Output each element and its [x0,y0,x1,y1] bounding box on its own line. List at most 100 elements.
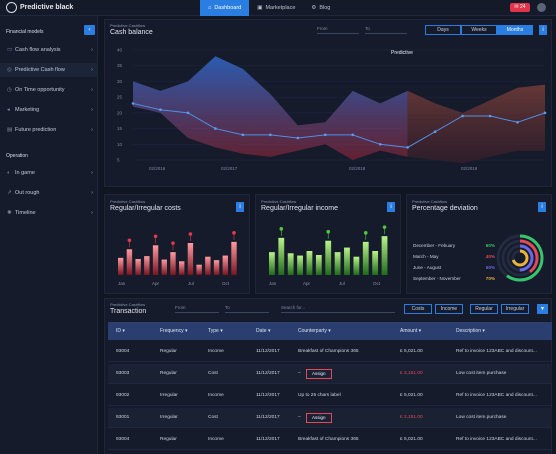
line-point [516,120,519,124]
bar [278,237,285,275]
filter-irregular-button[interactable]: Irregular [501,304,529,314]
dash-separator: – [298,371,301,376]
deviation-row: December - Febuary 60% [413,243,495,254]
game-icon: ◐ [7,170,11,176]
folder-icon: ▭ [7,47,13,53]
sidebar-section-financial: Financial models [6,29,44,35]
cell-desc: Ref to invoice 123ABC and discount... [456,393,537,398]
transaction-search-input[interactable]: Search for... [281,304,395,313]
info-icon[interactable]: i [387,202,395,212]
filter-income-button[interactable]: Income [435,304,463,314]
bar-marker [279,227,284,231]
line-point [241,133,245,137]
sidebar-item-on-time-opportunity[interactable]: ◷ On Time opportunity › [0,83,98,97]
cell-freq: Irregular [160,415,178,420]
sidebar-item-cash-flow-analysis[interactable]: ▭ Cash flow analysis › [0,43,98,57]
cell-desc: Ref to invoice 123ABC and discount... [456,437,537,442]
filter-costs-button[interactable]: Costs [404,304,432,314]
info-icon[interactable]: i [538,202,546,212]
col-header-description[interactable]: Description ▾ [456,328,485,334]
info-icon[interactable]: i [236,202,244,212]
bar [144,256,150,275]
chevron-down-icon: ▾ [267,328,271,334]
assign-button[interactable]: Assign [306,369,332,379]
month-label: Jul [339,281,345,286]
table-row[interactable]: 93004 Regular Income 11/12/2017 Breakfast of… [108,430,552,450]
cell-freq: Irregular [160,393,178,398]
cell-date: 11/12/2017 [256,349,280,354]
cell-party: Up to 25 chars label [298,393,341,398]
chevron-right-icon: › [91,210,93,216]
info-icon[interactable]: i [539,25,547,35]
col-header-type[interactable]: Type ▾ [208,328,223,334]
cash-to-field[interactable]: To [365,25,407,34]
cell-id: 93002 [116,393,130,398]
costs-bar-chart: Jan Apr Jul Oct [118,231,237,286]
month-label: Jan [118,281,126,286]
app-logo[interactable]: Predictive black [6,2,73,13]
deviation-donut-chart [496,234,544,282]
line-point [186,111,190,115]
nav-marketplace[interactable]: ▣ Marketplace [257,5,296,11]
sidebar-item-out-rough[interactable]: ↗ Out rough › [0,186,98,200]
col-header-date[interactable]: Date ▾ [256,328,271,334]
sidebar-collapse-button[interactable]: ‹ [84,25,95,35]
user-avatar-icon[interactable] [537,3,546,12]
nav-blog[interactable]: ⚙ Blog [311,5,331,11]
transaction-table-header: ID ▾ Frequency ▾ Type ▾ Date ▾ Counterpa… [108,322,552,340]
filter-icon[interactable]: ▼ [537,304,548,314]
deviation-value: 40% [485,254,495,259]
transaction-subtitle: Predictive Cashflow [110,302,146,307]
chevron-right-icon: › [91,87,93,93]
segment-days[interactable]: Days [425,25,461,35]
line-point [269,133,272,137]
sidebar-item-in-game[interactable]: ◐ In game › [0,166,98,180]
sidebar-item-future-prediction[interactable]: ▤ Future prediction › [0,123,98,137]
table-row[interactable]: 93002 Irregular Income 11/12/2017 Up to 25 c… [108,386,552,406]
bar [353,256,360,275]
table-row[interactable]: 93004 Regular Income 11/12/2017 Breakfast of… [108,342,552,362]
line-point [433,130,437,134]
col-header-frequency[interactable]: Frequency ▾ [160,328,188,334]
bar-marker [363,231,368,235]
cell-amount: £ 2,151.00 [400,415,423,420]
income-bar-chart: Jan Apr Jul Oct [269,225,388,286]
y-tick-label: 40 [117,48,123,53]
cash-balance-title: Cash balance [110,29,153,36]
chevron-down-icon: ▾ [418,328,422,334]
bar [325,240,332,275]
col-header-counterparty[interactable]: Counterparty ▾ [298,328,331,334]
col-header-amount[interactable]: Amount ▾ [400,328,422,334]
cell-amount: £ 5,021.00 [400,393,423,398]
segment-weeks[interactable]: Weeks [461,25,497,35]
deviation-title: Percentage deviation [412,205,478,212]
line-point [461,114,464,118]
chevron-down-icon: ▾ [482,328,485,334]
table-row[interactable]: 93001 Irregular Cost 11/12/2017 Assign – £ 2,1… [108,408,552,428]
transaction-from-field[interactable]: From [175,304,219,313]
line-point [159,108,162,112]
cell-type: Income [208,393,224,398]
segment-months[interactable]: Months [497,25,533,35]
transaction-title: Transaction [110,308,147,315]
sidebar-item-marketing[interactable]: ◂ Marketing › [0,103,98,117]
nav-dashboard[interactable]: ⌂ Dashboard [200,0,250,16]
line-point [214,127,217,130]
costs-panel: Predictive Cashflow Regular/Irregular co… [104,194,250,294]
table-row[interactable]: 93003 Regular Cost 11/12/2017 Assign – £ 2,151… [108,364,552,384]
cell-date: 11/12/2017 [256,393,280,398]
filter-regular-button[interactable]: Regular [470,304,498,314]
bar-marker [326,229,331,234]
transaction-to-field[interactable]: To [225,304,269,313]
donut-ring [496,234,544,282]
col-header-id[interactable]: ID ▾ [116,328,125,334]
assign-button[interactable]: Assign [306,413,332,423]
sidebar-item-predictive-cash-flow[interactable]: ◎ Predictive Cash flow › [0,63,98,77]
cell-desc: Low cost item purchase [456,415,507,420]
prediction-band [407,84,545,164]
sidebar-item-timeline[interactable]: ✺ Timeline › [0,206,98,220]
bar [118,257,124,275]
notification-badge[interactable]: ✉ 24 [510,3,530,12]
cash-from-field[interactable]: From [317,25,359,34]
y-tick-label: 35 [117,63,123,68]
